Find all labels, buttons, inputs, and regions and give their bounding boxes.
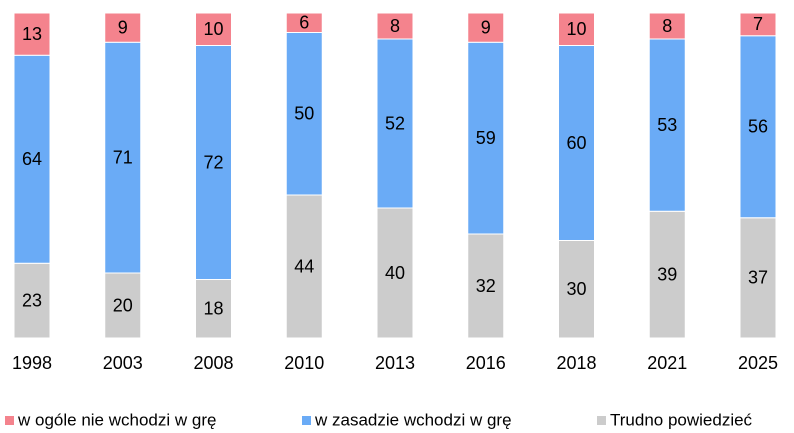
bar-segment (104, 41, 142, 274)
x-tick-label: 2018 (556, 353, 596, 373)
bar-segment (13, 54, 51, 264)
bar-segment (376, 38, 414, 209)
x-tick-label: 2010 (284, 353, 324, 373)
data-label: 37 (748, 268, 768, 288)
data-label: 23 (22, 290, 42, 310)
legend-swatch (302, 416, 311, 425)
data-label: 8 (390, 16, 400, 36)
bar-segment (195, 45, 232, 280)
bar-segment (467, 12, 505, 43)
data-label: 20 (113, 295, 133, 315)
x-tick-label: 2003 (103, 353, 143, 373)
data-label: 7 (753, 14, 763, 34)
data-label: 30 (566, 279, 586, 299)
bar-segment (195, 12, 232, 46)
bar-segment (558, 45, 595, 241)
x-tick-label: 2013 (375, 353, 415, 373)
bar-segment (558, 240, 595, 339)
x-tick-label: 2008 (193, 353, 233, 373)
bar-segment (648, 38, 686, 212)
data-label: 10 (203, 19, 223, 39)
data-label: 71 (113, 147, 133, 167)
bar-segment (13, 262, 51, 339)
legend-label: w zasadzie wchodzi w grę (314, 410, 512, 429)
bar-segment (13, 12, 51, 56)
bar-segment (648, 12, 686, 40)
bar-segment (467, 41, 505, 235)
data-label: 72 (203, 152, 223, 172)
data-label: 9 (481, 17, 491, 37)
data-label: 60 (566, 133, 586, 153)
bar-segment (376, 207, 414, 339)
bar-segment (376, 12, 414, 40)
data-label: 59 (476, 128, 496, 148)
data-label: 50 (294, 104, 314, 124)
data-label: 18 (203, 299, 223, 319)
data-label: 9 (118, 17, 128, 37)
data-label: 44 (294, 256, 314, 276)
legend-swatch (597, 416, 606, 425)
bar-segment (467, 233, 505, 339)
x-tick-label: 2021 (647, 353, 687, 373)
bar-segment (104, 12, 142, 43)
data-label: 39 (657, 264, 677, 284)
data-label: 64 (22, 149, 42, 169)
bar-segment (558, 12, 595, 46)
data-label: 53 (657, 115, 677, 135)
x-tick-label: 2025 (738, 353, 778, 373)
bar-segment (104, 272, 142, 339)
bar-segment (285, 194, 323, 339)
data-label: 40 (385, 263, 405, 283)
data-label: 8 (662, 16, 672, 36)
bar-segment (285, 32, 323, 196)
data-label: 52 (385, 113, 405, 133)
legend-label: w ogóle nie wchodzi w grę (17, 410, 216, 429)
data-label: 56 (748, 117, 768, 137)
data-label: 10 (566, 19, 586, 39)
data-label: 13 (22, 24, 42, 44)
data-label: 32 (476, 276, 496, 296)
bar-segment (285, 12, 323, 33)
data-label: 6 (299, 13, 309, 33)
legend-swatch (5, 416, 14, 425)
x-tick-label: 2016 (466, 353, 506, 373)
legend-label: Trudno powiedzieć (610, 410, 753, 429)
bar-segment (739, 12, 777, 37)
bar-segment (195, 279, 232, 339)
bar-segment (739, 217, 777, 339)
x-tick-label: 1998 (12, 353, 52, 373)
